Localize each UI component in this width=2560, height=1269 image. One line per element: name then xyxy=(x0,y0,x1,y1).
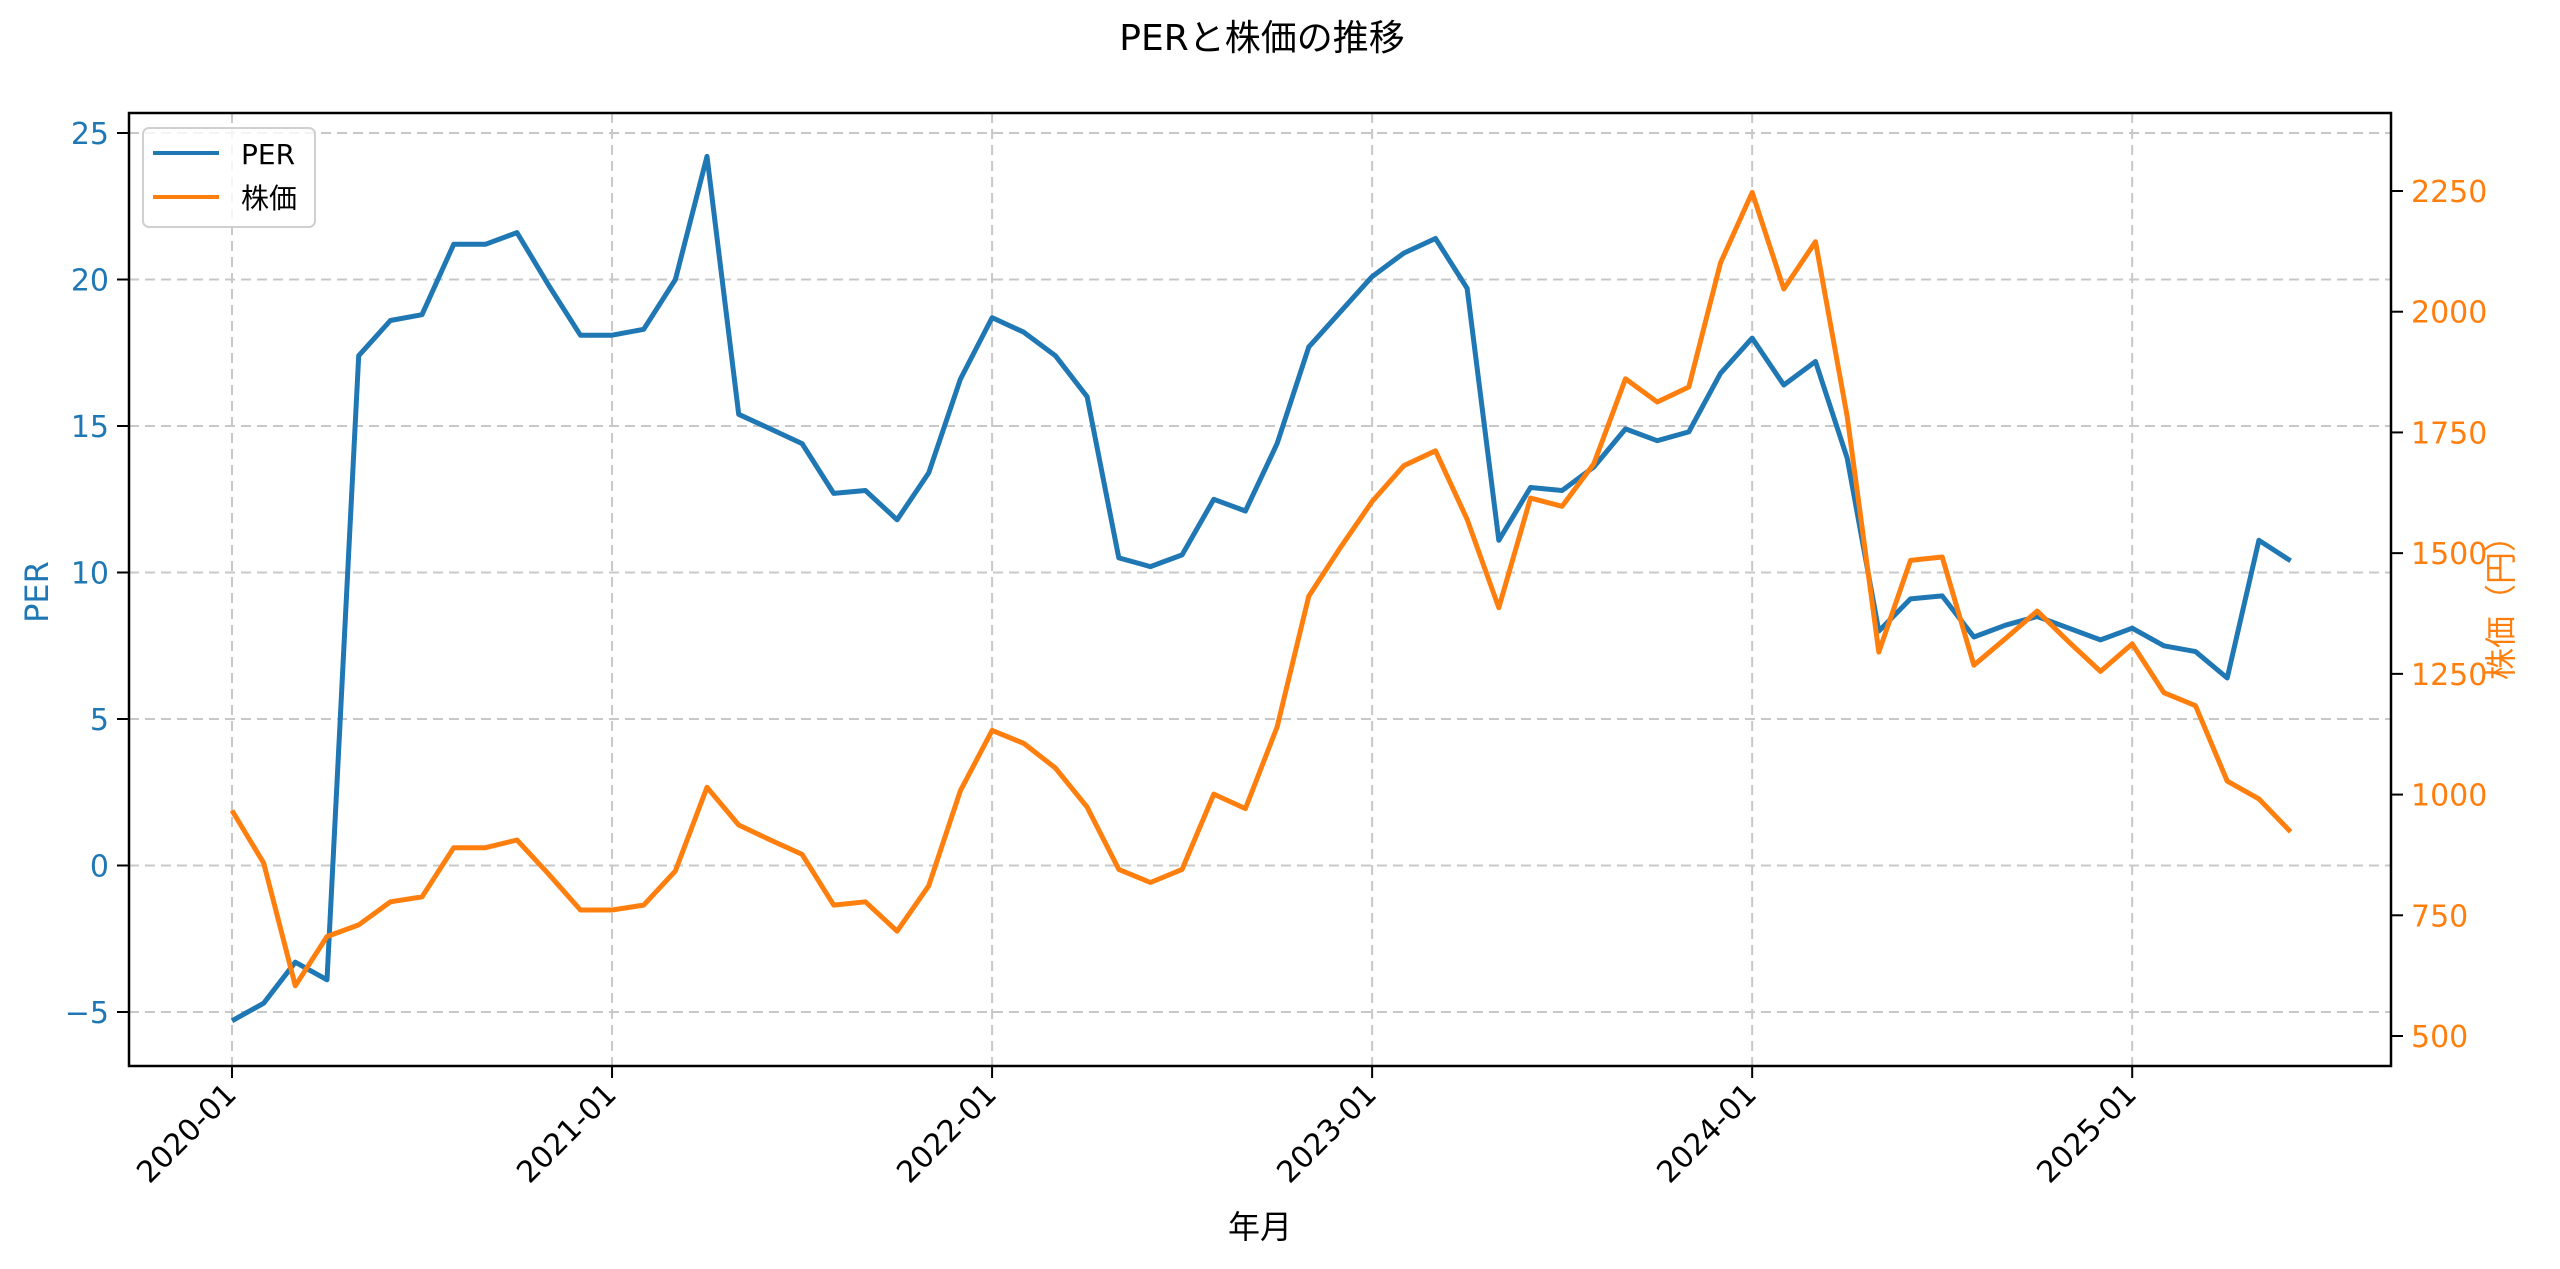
x-axis: 2020-01 2021-01 2022-01 2023-01 2024-01 2025-… xyxy=(130,1066,2144,1190)
legend: PER 株価 xyxy=(142,127,316,228)
left-tick-label: 25 xyxy=(71,117,109,152)
x-tick-label: 2023-01 xyxy=(1270,1077,1383,1190)
x-tick-label: 2025-01 xyxy=(2030,1077,2143,1190)
left-y-axis: −5 0 5 10 15 20 25 xyxy=(65,117,129,1031)
legend-price-label: 株価 xyxy=(241,182,297,215)
right-tick-label: 1250 xyxy=(2411,658,2487,693)
left-tick-label: 10 xyxy=(71,557,109,592)
x-tick-label: 2024-01 xyxy=(1650,1077,1763,1190)
right-tick-label: 1500 xyxy=(2411,537,2487,572)
right-tick-label: 1000 xyxy=(2411,779,2487,814)
y-axis-label-right: 株価（円） xyxy=(2482,520,2520,680)
right-tick-label: 2000 xyxy=(2411,296,2487,331)
per-line xyxy=(230,153,2292,1023)
right-tick-label: 1750 xyxy=(2411,416,2487,451)
left-tick-label: 20 xyxy=(71,264,109,299)
right-y-axis: 500 750 1000 1250 1500 1750 2000 2250 xyxy=(2391,175,2487,1055)
x-tick-label: 2020-01 xyxy=(130,1077,243,1190)
left-tick-label: −5 xyxy=(65,996,109,1031)
right-tick-label: 500 xyxy=(2411,1020,2468,1055)
left-tick-label: 0 xyxy=(90,850,109,885)
right-tick-label: 750 xyxy=(2411,899,2468,934)
grid-lines xyxy=(129,113,2391,1066)
plot-frame xyxy=(127,111,2393,1068)
price-line xyxy=(229,189,2293,989)
chart-title: PERと株価の推移 xyxy=(1119,18,1404,59)
x-tick-label: 2021-01 xyxy=(510,1077,623,1190)
x-axis-label: 年月 xyxy=(1228,1208,1292,1246)
left-tick-label: 5 xyxy=(90,703,109,738)
left-tick-label: 15 xyxy=(71,410,109,445)
legend-per-label: PER xyxy=(241,138,295,171)
right-tick-label: 2250 xyxy=(2411,175,2487,210)
series-lines xyxy=(229,153,2293,1023)
y-axis-label-left: PER xyxy=(18,561,56,623)
x-tick-label: 2022-01 xyxy=(890,1077,1003,1190)
